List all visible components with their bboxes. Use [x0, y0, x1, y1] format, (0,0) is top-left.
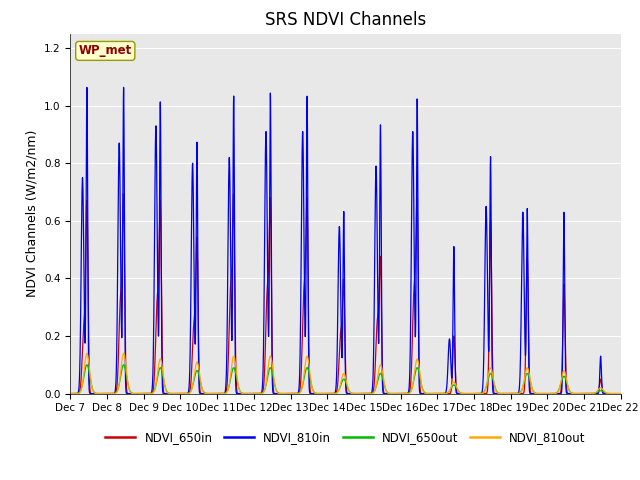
- Title: SRS NDVI Channels: SRS NDVI Channels: [265, 11, 426, 29]
- Y-axis label: NDVI Channels (W/m2/nm): NDVI Channels (W/m2/nm): [26, 130, 38, 297]
- Legend: NDVI_650in, NDVI_810in, NDVI_650out, NDVI_810out: NDVI_650in, NDVI_810in, NDVI_650out, NDV…: [100, 426, 591, 449]
- Text: WP_met: WP_met: [79, 44, 132, 58]
